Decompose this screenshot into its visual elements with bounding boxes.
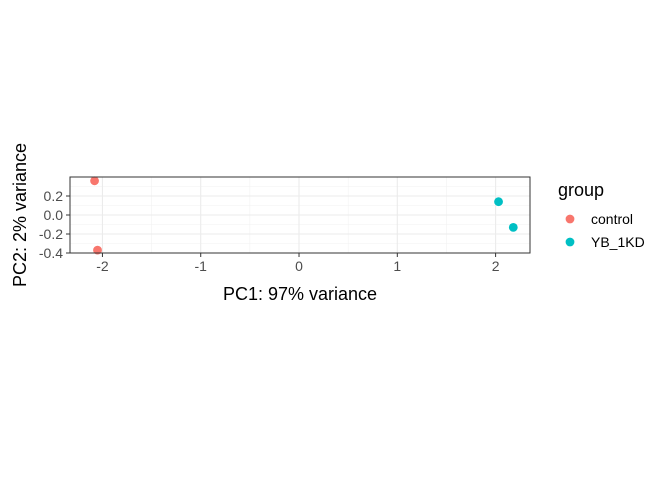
y-axis-ticks: 0.2 0.0 -0.2 -0.4 [39, 188, 70, 261]
data-point-control [90, 176, 99, 186]
major-gridlines [70, 177, 530, 254]
x-axis-ticks: -2 -1 0 1 2 [96, 253, 500, 274]
x-tick-label: 1 [393, 258, 401, 274]
data-point-yb-1kd [494, 197, 503, 207]
data-points [90, 176, 518, 255]
legend-label: YB_1KD [591, 234, 645, 250]
y-tick-label: -0.4 [39, 245, 63, 261]
legend-label: control [591, 211, 633, 227]
legend-key [565, 214, 575, 224]
legend-key [565, 237, 575, 247]
x-axis-title: PC1: 97% variance [223, 284, 377, 304]
data-point-control [93, 245, 102, 255]
legend: group control YB_1KD [558, 180, 645, 250]
data-point-yb-1kd [508, 222, 518, 232]
x-tick-label: -1 [194, 258, 207, 274]
y-tick-label: 0.0 [44, 207, 64, 223]
legend-title: group [558, 180, 604, 200]
y-tick-label: 0.2 [44, 188, 64, 204]
x-tick-label: 0 [295, 258, 303, 274]
y-tick-label: -0.2 [39, 226, 63, 242]
x-tick-label: 2 [492, 258, 500, 274]
x-tick-label: -2 [96, 258, 109, 274]
y-axis-title: PC2: 2% variance [10, 143, 30, 287]
